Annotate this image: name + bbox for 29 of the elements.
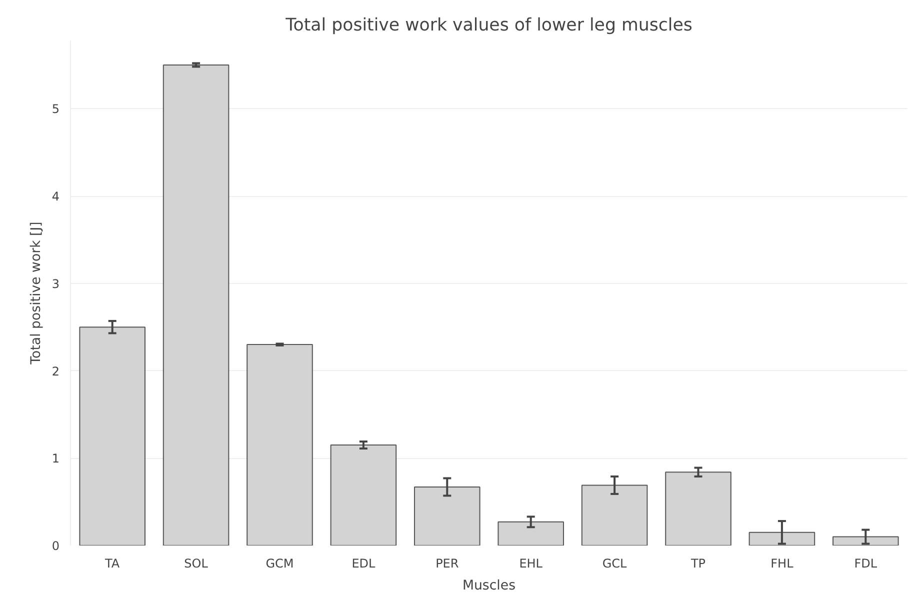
x-tick-label: TA (104, 556, 120, 570)
x-tick-label: GCM (266, 556, 294, 570)
y-tick-label: 1 (52, 452, 60, 466)
y-tick-label: 4 (52, 190, 60, 204)
bar (665, 472, 732, 546)
bar (246, 344, 313, 546)
x-tick-label: EDL (352, 556, 376, 570)
bar (79, 326, 146, 546)
chart-title: Total positive work values of lower leg muscles (284, 16, 692, 36)
bar (330, 444, 397, 546)
y-tick-label: 5 (52, 102, 60, 116)
bar (748, 532, 816, 546)
y-tick-label: 0 (52, 539, 60, 553)
x-tick-label: SOL (184, 556, 208, 570)
x-axis-title: Muscles (462, 578, 516, 594)
x-tick-label: TP (690, 556, 706, 570)
x-tick-label: PER (436, 556, 459, 570)
bar (414, 486, 480, 546)
bar (162, 64, 230, 546)
bar (581, 484, 648, 546)
x-tick-label: FDL (854, 556, 878, 570)
x-tick-label: FHL (770, 556, 794, 570)
bar (832, 536, 899, 546)
y-tick-label: 2 (52, 364, 60, 378)
x-tick-label: GCL (602, 556, 628, 570)
y-axis-title: Total positive work [J] (28, 222, 44, 366)
x-tick-label: EHL (519, 556, 543, 570)
y-tick-label: 3 (52, 276, 60, 291)
bar (498, 521, 564, 546)
